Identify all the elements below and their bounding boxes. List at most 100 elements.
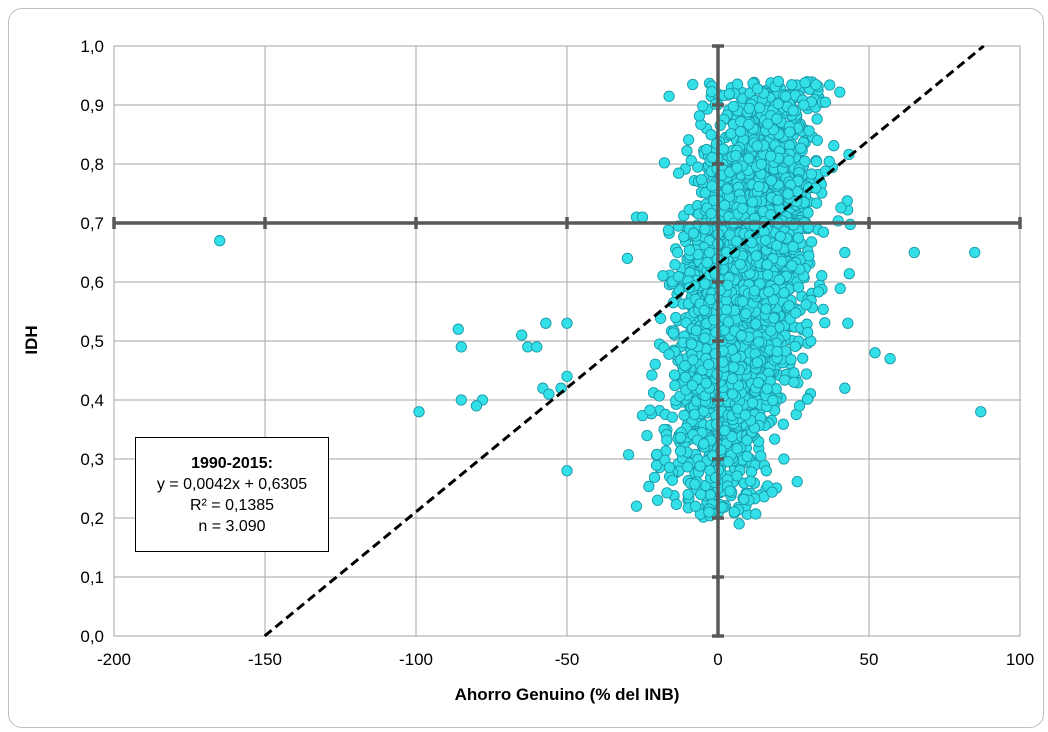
data-point xyxy=(802,326,814,338)
data-point xyxy=(763,285,775,298)
data-point xyxy=(636,211,649,223)
y-tick-label: 0,9 xyxy=(80,96,104,115)
data-point xyxy=(791,476,803,488)
data-point xyxy=(834,282,846,295)
data-point xyxy=(730,149,742,162)
data-point xyxy=(722,316,735,328)
x-tick-label: -200 xyxy=(97,650,131,669)
data-point xyxy=(795,142,807,154)
data-point xyxy=(705,207,717,220)
data-point xyxy=(750,250,762,262)
data-point xyxy=(452,323,464,335)
data-point xyxy=(731,403,743,415)
data-point xyxy=(643,480,655,493)
data-point xyxy=(762,269,774,281)
data-point xyxy=(679,371,692,383)
data-point xyxy=(835,202,847,214)
data-point xyxy=(738,493,750,505)
y-tick-label: 0,5 xyxy=(80,332,104,351)
x-tick-label: -100 xyxy=(399,650,433,669)
y-tick-label: 0,8 xyxy=(80,155,104,174)
y-tick-label: 0,7 xyxy=(80,214,104,233)
data-point xyxy=(799,155,811,167)
data-point xyxy=(801,393,814,405)
data-point xyxy=(768,433,781,445)
y-axis-title: IDH xyxy=(22,325,41,354)
data-point xyxy=(802,207,814,219)
data-point xyxy=(678,231,690,243)
data-point xyxy=(772,98,784,110)
data-point xyxy=(884,353,896,365)
data-point xyxy=(771,345,783,358)
data-point xyxy=(679,360,691,372)
data-point xyxy=(681,145,693,157)
data-point xyxy=(700,377,712,389)
data-point xyxy=(641,429,653,442)
data-point xyxy=(698,438,710,450)
data-point xyxy=(743,118,755,131)
x-tick-label: 100 xyxy=(1006,650,1034,669)
data-point xyxy=(646,369,658,381)
data-point xyxy=(561,465,573,477)
data-point xyxy=(799,77,811,89)
data-point xyxy=(672,167,685,179)
data-point xyxy=(666,474,678,486)
data-point xyxy=(701,256,713,269)
regression-annotation: 1990-2015: y = 0,0042x + 0,6305 R² = 0,1… xyxy=(135,437,329,552)
data-point xyxy=(682,461,694,473)
data-point xyxy=(672,270,685,283)
x-tick-label: -150 xyxy=(248,650,282,669)
data-point xyxy=(834,86,846,98)
data-point xyxy=(761,383,773,395)
data-point xyxy=(782,188,794,200)
data-point xyxy=(805,168,818,180)
data-point xyxy=(788,376,800,388)
data-point xyxy=(810,197,823,209)
data-point xyxy=(692,161,704,173)
plot-border xyxy=(113,45,1021,637)
data-point xyxy=(741,450,753,463)
data-point xyxy=(678,409,690,421)
tick-labels: -200 -150 -100 -50 0 50 100 0,0 0,1 0,2 0,3 0,4 0,5 0… xyxy=(80,37,1034,669)
data-point xyxy=(649,358,661,370)
data-point xyxy=(768,312,780,324)
data-point xyxy=(767,394,779,406)
x-tick-label: 0 xyxy=(713,650,722,669)
trendline xyxy=(263,44,985,638)
data-point xyxy=(455,341,467,353)
y-tick-label: 0,4 xyxy=(80,391,104,410)
data-point xyxy=(762,118,774,130)
data-point xyxy=(783,300,795,312)
data-point xyxy=(734,126,747,138)
data-point xyxy=(810,156,823,168)
data-point xyxy=(788,367,800,379)
data-point xyxy=(728,506,740,518)
data-point xyxy=(670,311,682,324)
data-point xyxy=(839,382,851,394)
annotation-r2: R² = 0,1385 xyxy=(189,496,275,514)
data-point xyxy=(699,332,711,344)
data-point xyxy=(699,278,711,290)
data-point xyxy=(516,329,528,341)
data-point xyxy=(543,388,555,400)
data-point xyxy=(695,488,707,501)
data-point xyxy=(748,285,761,297)
data-point xyxy=(663,348,675,360)
data-point xyxy=(657,270,669,282)
data-point xyxy=(658,157,671,169)
data-point xyxy=(726,373,739,385)
data-point xyxy=(817,303,829,316)
data-point xyxy=(698,304,710,316)
data-point xyxy=(703,246,716,259)
data-point xyxy=(765,150,777,162)
data-point xyxy=(803,125,815,137)
data-point xyxy=(751,356,764,369)
x-tick-label: 50 xyxy=(860,650,879,669)
data-point xyxy=(731,443,743,455)
data-point xyxy=(663,90,675,102)
data-point xyxy=(787,240,799,253)
data-point xyxy=(751,83,764,95)
data-point xyxy=(752,377,764,389)
data-point xyxy=(800,368,813,380)
data-point xyxy=(667,297,679,309)
